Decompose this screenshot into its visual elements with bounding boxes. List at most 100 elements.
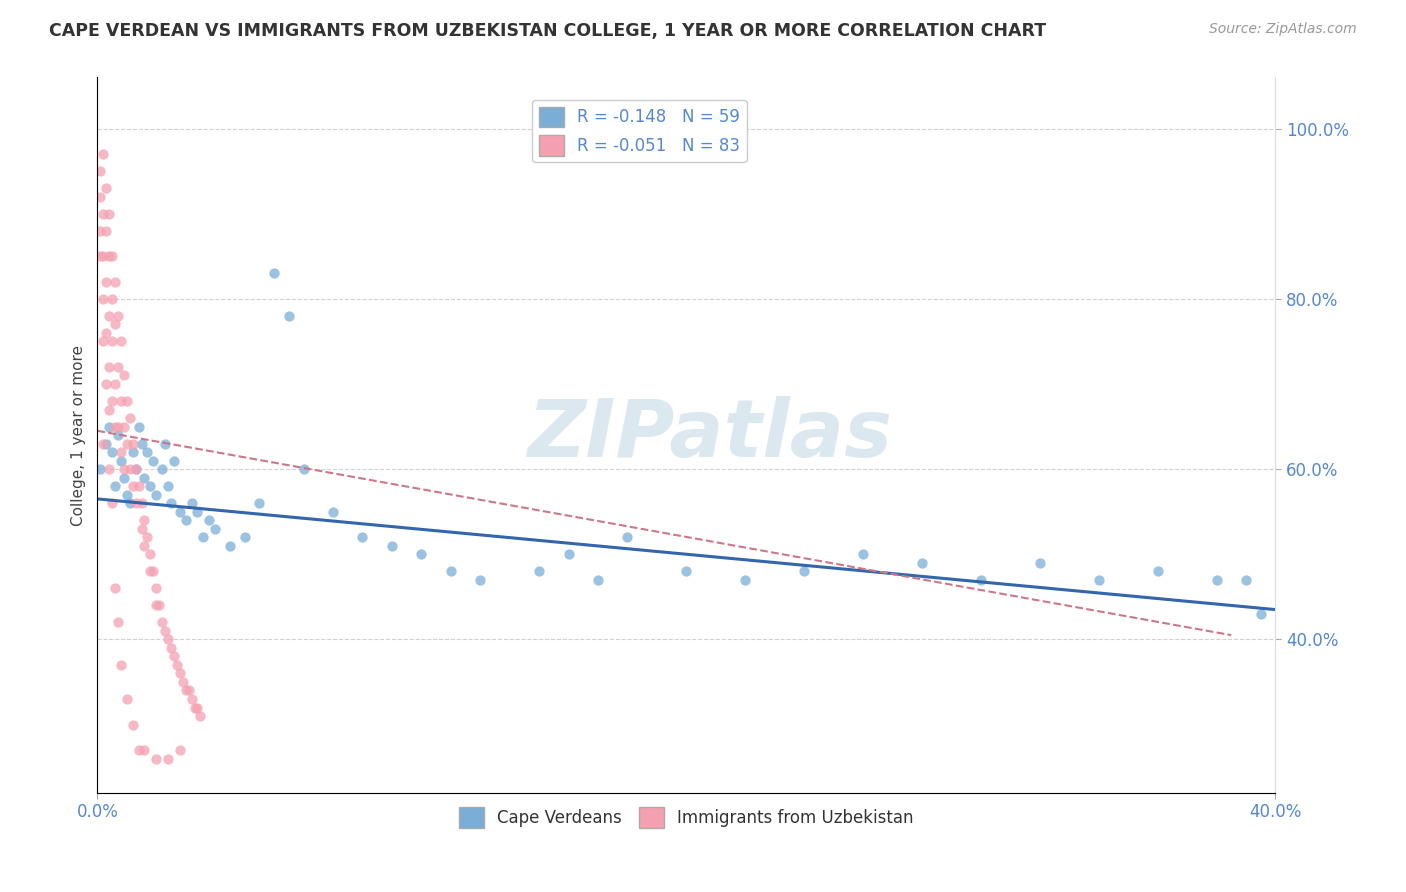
Point: [381, 539, 404, 553]
Point: [115, 692, 138, 706]
Point: [157, 632, 180, 647]
Point: [1146, 564, 1168, 578]
Point: [139, 564, 162, 578]
Point: [110, 657, 132, 672]
Point: [198, 513, 221, 527]
Point: [190, 709, 212, 723]
Point: [96, 436, 118, 450]
Point: [145, 751, 167, 765]
Point: [121, 717, 143, 731]
Point: [128, 479, 150, 493]
Point: [169, 505, 191, 519]
Point: [160, 640, 183, 655]
Point: [107, 615, 129, 630]
Point: [1250, 607, 1272, 621]
Point: [112, 419, 135, 434]
Point: [96, 275, 118, 289]
Legend: Cape Verdeans, Immigrants from Uzbekistan: Cape Verdeans, Immigrants from Uzbekista…: [453, 801, 921, 834]
Point: [793, 564, 815, 578]
Point: [98, 249, 121, 263]
Text: Source: ZipAtlas.com: Source: ZipAtlas.com: [1209, 22, 1357, 37]
Point: [98, 309, 121, 323]
Point: [89, 164, 111, 178]
Point: [131, 496, 153, 510]
Point: [124, 462, 146, 476]
Point: [131, 436, 153, 450]
Point: [101, 445, 124, 459]
Point: [115, 394, 138, 409]
Point: [101, 249, 124, 263]
Point: [163, 649, 186, 664]
Point: [177, 683, 200, 698]
Point: [136, 530, 159, 544]
Point: [139, 479, 162, 493]
Point: [124, 462, 146, 476]
Text: ZIPatlas: ZIPatlas: [527, 396, 893, 474]
Point: [91, 249, 114, 263]
Point: [104, 318, 127, 332]
Point: [174, 683, 197, 698]
Point: [91, 436, 114, 450]
Point: [110, 453, 132, 467]
Point: [131, 522, 153, 536]
Point: [98, 359, 121, 374]
Point: [183, 700, 205, 714]
Point: [121, 445, 143, 459]
Point: [98, 419, 121, 434]
Point: [98, 402, 121, 417]
Point: [101, 292, 124, 306]
Point: [153, 624, 176, 638]
Point: [169, 743, 191, 757]
Point: [166, 657, 188, 672]
Point: [121, 479, 143, 493]
Point: [247, 496, 270, 510]
Point: [112, 462, 135, 476]
Point: [96, 376, 118, 391]
Point: [150, 615, 173, 630]
Point: [150, 462, 173, 476]
Point: [186, 700, 208, 714]
Point: [134, 513, 156, 527]
Point: [104, 582, 127, 596]
Point: [104, 275, 127, 289]
Point: [233, 530, 256, 544]
Point: [110, 445, 132, 459]
Point: [616, 530, 638, 544]
Point: [145, 488, 167, 502]
Point: [193, 530, 215, 544]
Point: [470, 573, 492, 587]
Point: [153, 436, 176, 450]
Point: [157, 751, 180, 765]
Point: [675, 564, 697, 578]
Point: [107, 359, 129, 374]
Point: [91, 334, 114, 349]
Point: [180, 692, 202, 706]
Point: [104, 376, 127, 391]
Point: [101, 496, 124, 510]
Point: [89, 462, 111, 476]
Point: [101, 394, 124, 409]
Point: [734, 573, 756, 587]
Point: [115, 436, 138, 450]
Point: [98, 462, 121, 476]
Point: [145, 599, 167, 613]
Point: [180, 496, 202, 510]
Point: [174, 513, 197, 527]
Point: [110, 394, 132, 409]
Text: CAPE VERDEAN VS IMMIGRANTS FROM UZBEKISTAN COLLEGE, 1 YEAR OR MORE CORRELATION C: CAPE VERDEAN VS IMMIGRANTS FROM UZBEKIST…: [49, 22, 1046, 40]
Point: [527, 564, 550, 578]
Point: [204, 522, 226, 536]
Point: [322, 505, 344, 519]
Point: [172, 675, 194, 690]
Point: [134, 743, 156, 757]
Point: [186, 505, 208, 519]
Point: [557, 547, 579, 561]
Point: [1205, 573, 1227, 587]
Point: [118, 496, 141, 510]
Point: [124, 496, 146, 510]
Point: [89, 249, 111, 263]
Point: [148, 599, 170, 613]
Point: [104, 479, 127, 493]
Point: [128, 743, 150, 757]
Point: [91, 147, 114, 161]
